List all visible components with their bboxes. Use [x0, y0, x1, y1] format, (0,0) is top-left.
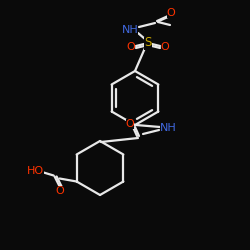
Text: NH: NH: [160, 123, 176, 133]
Text: S: S: [144, 36, 152, 50]
Text: NH: NH: [122, 25, 138, 35]
Text: O: O: [55, 186, 64, 196]
Text: O: O: [127, 42, 136, 52]
Text: O: O: [160, 42, 170, 52]
Text: O: O: [166, 8, 175, 18]
Text: O: O: [126, 119, 134, 129]
Text: HO: HO: [27, 166, 44, 176]
